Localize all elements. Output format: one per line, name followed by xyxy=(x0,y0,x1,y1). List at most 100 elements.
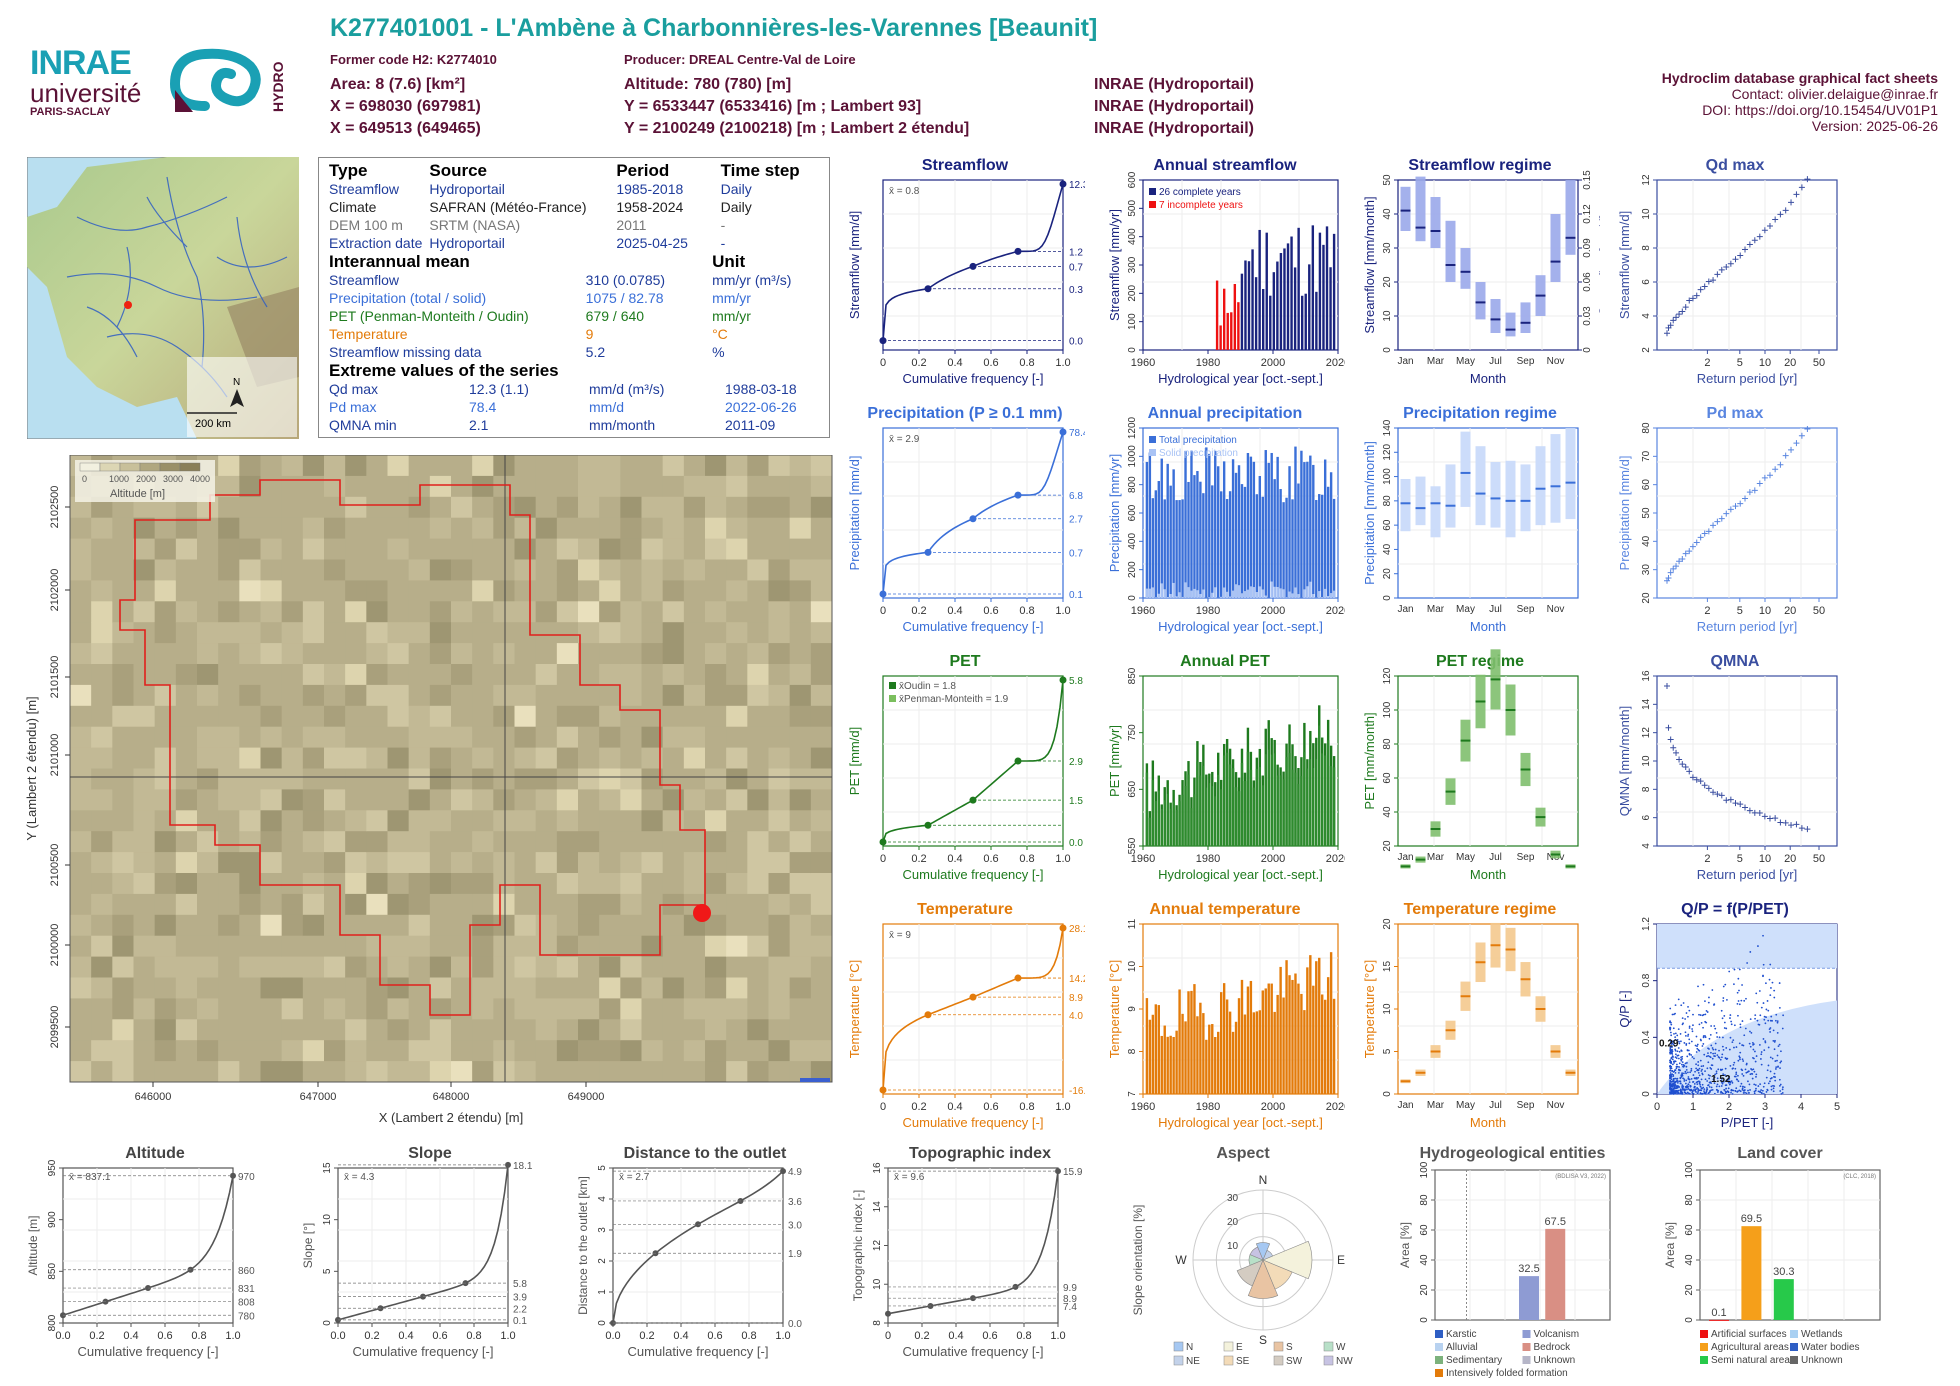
qp-point xyxy=(1673,1087,1676,1090)
qp-annotation: 0.29 xyxy=(1659,1038,1679,1049)
raster-cell xyxy=(91,496,113,519)
raster-cell xyxy=(366,622,388,644)
info-cell-type: Streamflow xyxy=(329,181,400,197)
raster-cell xyxy=(641,455,664,477)
rp-point xyxy=(1697,534,1704,541)
raster-cell xyxy=(366,810,388,832)
qp-point xyxy=(1693,1083,1696,1085)
mean-label: x̄ = 2.7 xyxy=(619,1172,650,1183)
qp-point xyxy=(1704,1034,1706,1037)
annual-bar xyxy=(1282,502,1285,598)
raster-cell xyxy=(408,935,431,958)
raster-cell xyxy=(810,810,833,832)
raster-cell xyxy=(429,1040,452,1062)
raster-cell xyxy=(239,914,261,937)
raster-cell xyxy=(472,831,494,853)
qp-point xyxy=(1758,1044,1761,1046)
x-tick-label: 0.4 xyxy=(947,357,962,369)
raster-cell xyxy=(599,852,621,874)
x-tick-label: 0 xyxy=(880,1101,886,1113)
raster-cell xyxy=(91,873,113,895)
qp-point xyxy=(1738,1089,1741,1092)
month-label: Jan xyxy=(1397,604,1413,615)
y-tick-label: 3 xyxy=(597,1227,608,1233)
qp-point xyxy=(1716,1083,1719,1086)
legend-label: Artificial surfaces xyxy=(1711,1329,1787,1340)
qp-point xyxy=(1704,1013,1707,1016)
annual-bar xyxy=(1217,1031,1220,1094)
y-tick-label: 0 xyxy=(1419,1317,1430,1323)
raster-cell xyxy=(154,580,177,602)
solid-bar xyxy=(1329,593,1333,598)
qp-point xyxy=(1713,1025,1716,1027)
qp-point xyxy=(1681,1058,1684,1060)
raster-cell xyxy=(345,956,367,978)
x-tick-label: 10 xyxy=(1759,357,1771,369)
raster-cell xyxy=(472,1019,494,1041)
qp-point xyxy=(1679,1092,1681,1095)
qp-point xyxy=(1759,1058,1762,1060)
raster-cell xyxy=(514,496,537,519)
raster-cell xyxy=(662,998,685,1020)
legend-label: NW xyxy=(1336,1356,1353,1367)
qp-point xyxy=(1682,1022,1684,1025)
solid-bar xyxy=(1178,592,1181,598)
annual-bar xyxy=(1270,452,1273,598)
raster-cell xyxy=(197,1040,219,1062)
raster-cell xyxy=(705,1061,727,1083)
annual-bar xyxy=(1151,1014,1155,1094)
raster-cell xyxy=(112,998,134,1020)
raster-cell xyxy=(91,956,113,978)
qp-point xyxy=(1669,1082,1671,1084)
raster-cell xyxy=(641,705,664,728)
qp-point xyxy=(1754,1050,1756,1053)
annual-bar xyxy=(1228,1011,1232,1094)
qp-point xyxy=(1743,999,1746,1002)
raster-cell xyxy=(535,935,558,958)
qp-point xyxy=(1780,1050,1782,1053)
qp-point xyxy=(1765,1008,1768,1011)
qp-point xyxy=(1686,1061,1688,1064)
y-axis-label: Streamflow [mm/d] xyxy=(1617,211,1632,319)
qp-point xyxy=(1723,1014,1726,1017)
raster-cell xyxy=(662,705,685,728)
raster-cell xyxy=(535,643,558,665)
qp-point xyxy=(1762,1002,1765,1004)
qp-point xyxy=(1741,1069,1744,1072)
raster-cell xyxy=(302,622,325,644)
qp-point xyxy=(1674,1004,1677,1006)
raster-cell xyxy=(387,538,410,560)
qp-point xyxy=(1763,1018,1766,1021)
rp-point xyxy=(1665,575,1672,582)
solid-bar xyxy=(1312,594,1315,598)
station-location-marker xyxy=(124,301,132,309)
rp-point xyxy=(1686,548,1693,555)
annual-bar-secondary xyxy=(1163,800,1166,846)
raster-cell xyxy=(578,747,600,769)
qp-point xyxy=(1702,1035,1705,1037)
raster-cell xyxy=(683,475,706,498)
x-tick-label: 1980 xyxy=(1196,1101,1220,1113)
annual-bar-secondary xyxy=(1199,775,1202,846)
qp-point xyxy=(1769,1056,1772,1059)
raster-cell xyxy=(789,664,812,686)
raster-cell xyxy=(535,977,558,999)
rp-point xyxy=(1673,749,1680,756)
annual-bar xyxy=(1205,447,1208,598)
raster-cell xyxy=(451,684,473,707)
annual-bar-secondary xyxy=(1303,752,1306,846)
y-tick-label: 20 xyxy=(1382,276,1393,288)
catchment-boundary xyxy=(119,479,706,1016)
raster-cell xyxy=(197,789,219,811)
annual-bar xyxy=(1303,1010,1306,1094)
sheet-meta: Hydroclim database graphical fact sheets… xyxy=(1662,70,1938,134)
x-tick-label: 2 xyxy=(1704,853,1710,865)
mean-row: Streamflow 310 (0.0785) mm/yr (m³/s) xyxy=(329,271,819,289)
annual-bar xyxy=(1309,455,1312,598)
qp-point xyxy=(1700,1021,1703,1024)
raster-cell xyxy=(387,684,410,707)
y-tick-label: 4 xyxy=(1641,313,1652,319)
rp-point xyxy=(1676,558,1683,565)
raster-cell xyxy=(366,559,388,581)
annual-bar xyxy=(1285,960,1288,1094)
